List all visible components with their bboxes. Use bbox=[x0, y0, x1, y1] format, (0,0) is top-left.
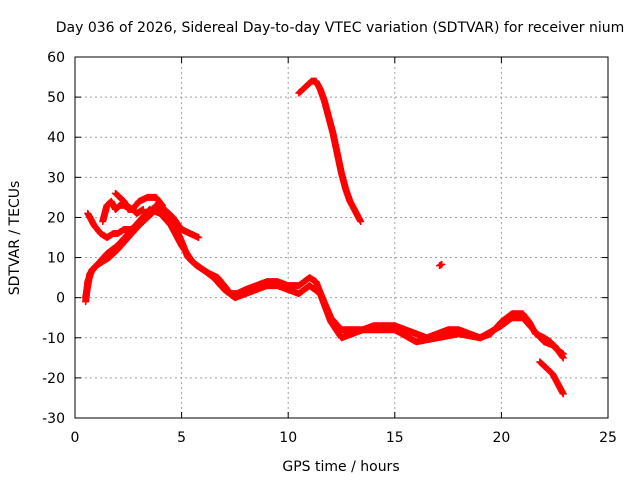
y-tick-label: -20 bbox=[42, 371, 65, 387]
y-tick-label: 60 bbox=[47, 50, 65, 66]
series-high-arc bbox=[295, 77, 365, 225]
y-tick-label: 0 bbox=[56, 291, 65, 307]
y-axis-label: SDTVAR / TECUs bbox=[7, 181, 23, 296]
axis-ticks bbox=[74, 56, 609, 419]
y-tick-label: 10 bbox=[47, 251, 65, 267]
plot-frame bbox=[74, 56, 609, 419]
series-early-wave bbox=[84, 205, 203, 241]
series-early-peak bbox=[99, 193, 166, 225]
series-isolated-point bbox=[436, 260, 446, 270]
data-point bbox=[559, 390, 567, 398]
data-points bbox=[82, 77, 567, 398]
data-point bbox=[139, 205, 147, 213]
data-point bbox=[158, 201, 166, 209]
y-tick-label: 30 bbox=[47, 170, 65, 186]
chart-title: Day 036 of 2026, Sidereal Day-to-day VTE… bbox=[56, 20, 625, 36]
y-tick-label: 50 bbox=[47, 90, 65, 106]
x-tick-label: 25 bbox=[599, 430, 617, 446]
x-tick-label: 15 bbox=[386, 430, 404, 446]
x-tick-label: 20 bbox=[492, 430, 510, 446]
data-point bbox=[195, 234, 203, 241]
y-tick-label: 20 bbox=[47, 210, 65, 226]
y-tick-label: -30 bbox=[42, 411, 65, 427]
x-tick-label: 0 bbox=[71, 430, 80, 446]
y-tick-label: 40 bbox=[47, 130, 65, 146]
x-tick-label: 5 bbox=[177, 430, 186, 446]
series-late-tail bbox=[536, 358, 567, 398]
series-early-spike bbox=[112, 189, 147, 217]
y-tick-label: -10 bbox=[42, 331, 65, 347]
data-point bbox=[357, 217, 365, 225]
x-axis-label: GPS time / hours bbox=[282, 459, 399, 475]
tick-labels: 0 5 10 15 20 25 -30 -20 -10 0 10 20 30 40 50 60 bbox=[42, 50, 617, 446]
x-tick-label: 10 bbox=[279, 430, 297, 446]
data-point bbox=[559, 354, 567, 362]
data-point bbox=[438, 260, 446, 268]
